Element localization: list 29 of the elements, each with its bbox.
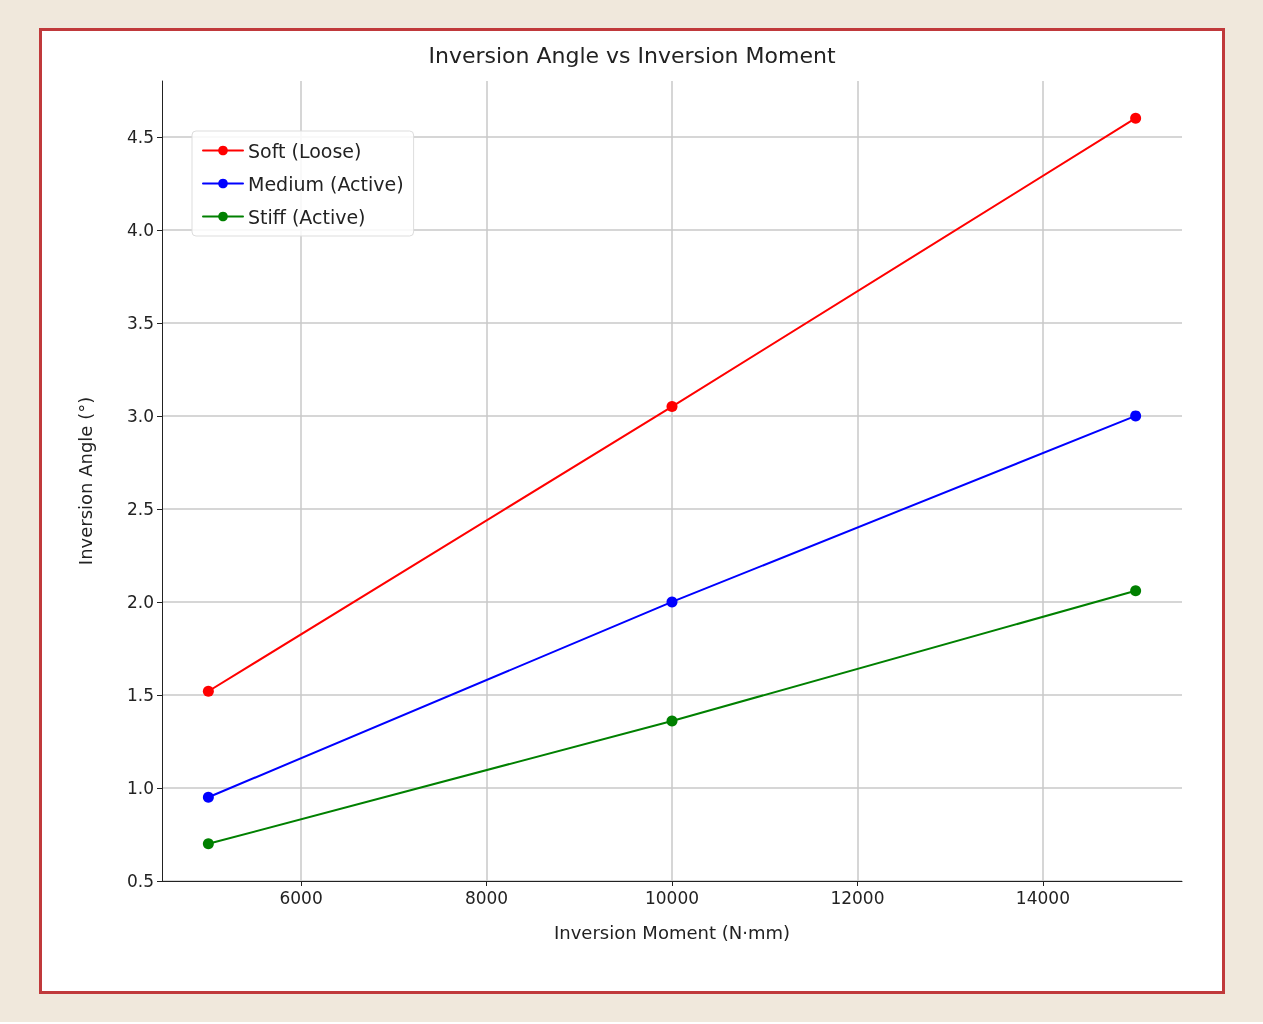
point [202,838,214,850]
x-tick-label: 12000 [829,887,884,908]
point [1129,112,1141,124]
x-tick-label: 8000 [464,887,508,908]
point [666,596,677,608]
y-axis-title: Inversion Angle (°) [74,396,95,566]
x-tick-label: 14000 [1015,887,1070,908]
point [666,715,677,727]
point [202,791,214,803]
point [666,401,677,413]
y-tick-label: 0.5 [126,871,154,891]
chart-title: Inversion Angle vs Inversion Moment [427,42,836,68]
legend-label: Soft (Loose) [247,139,361,162]
y-tick-label: 1.5 [126,684,154,705]
y-tick-label: 1.0 [126,777,154,798]
point [1129,410,1141,422]
x-tick-label: 10000 [644,887,699,908]
y-tick-label: 3.0 [126,405,154,426]
legend-label: Medium (Active) [247,172,404,195]
y-tick-label: 4.5 [126,126,154,147]
point [202,685,214,697]
x-axis-title: Inversion Moment (N·mm) [553,921,790,943]
point [1129,585,1141,597]
x-tick-label: 6000 [278,887,323,908]
y-tick-label: 2.0 [126,591,154,612]
y-tick-label: 3.5 [126,312,154,333]
y-tick-label: 2.5 [126,498,154,519]
y-tick-label: 4.0 [126,219,154,240]
legend-label: Stiff (Active) [247,205,366,228]
